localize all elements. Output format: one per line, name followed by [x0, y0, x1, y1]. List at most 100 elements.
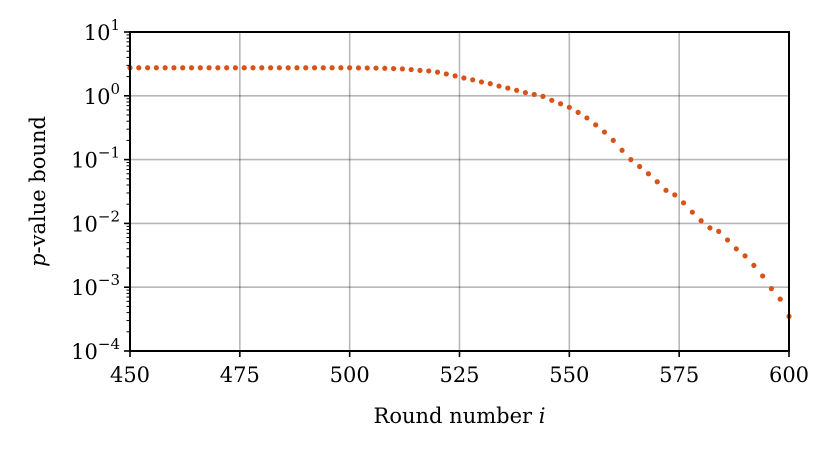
data-point — [557, 101, 564, 107]
data-point — [136, 65, 142, 71]
y-tick-label: 100 — [84, 80, 120, 109]
data-point — [654, 179, 660, 185]
data-point — [584, 115, 590, 121]
y-tick-base: 10 — [84, 85, 111, 109]
data-point — [698, 218, 704, 224]
data-point — [452, 73, 458, 79]
points — [127, 65, 792, 319]
data-point — [768, 286, 775, 292]
data-point — [733, 246, 739, 252]
data-point — [593, 122, 599, 128]
y-tick-base: 10 — [84, 21, 111, 45]
data-point — [724, 237, 731, 243]
y-tick-base: 10 — [71, 149, 98, 173]
y-tick-label: 10−1 — [71, 144, 120, 173]
data-point — [197, 65, 203, 71]
data-point — [338, 65, 344, 71]
data-point — [478, 79, 485, 85]
data-point — [645, 171, 652, 177]
y-tick-exponent: −1 — [98, 144, 120, 162]
y-tick-exponent: −2 — [98, 207, 120, 225]
data-point — [373, 65, 379, 71]
data-point — [549, 97, 555, 103]
ticks — [124, 31, 790, 357]
x-tick-label: 500 — [330, 363, 370, 387]
data-point — [329, 65, 335, 71]
data-point — [382, 65, 388, 71]
data-point — [575, 109, 581, 115]
data-point — [619, 147, 625, 153]
y-tick-label: 101 — [84, 16, 120, 45]
grid — [129, 31, 790, 352]
data-point — [689, 209, 695, 215]
data-point — [628, 157, 634, 163]
data-point — [742, 253, 748, 259]
data-point — [461, 75, 467, 81]
data-point — [364, 65, 370, 71]
data-point — [259, 65, 265, 71]
data-point — [267, 65, 274, 71]
data-point — [215, 65, 221, 71]
data-point — [224, 65, 230, 71]
y-tick-label: 10−2 — [71, 207, 120, 236]
data-point — [672, 192, 678, 198]
data-point — [206, 65, 212, 71]
y-tick-base: 10 — [71, 340, 98, 364]
data-point — [707, 225, 713, 231]
data-point — [285, 65, 291, 71]
y-tick-label: 10−4 — [71, 335, 120, 364]
data-point — [311, 65, 318, 71]
x-tick-label: 550 — [549, 363, 589, 387]
data-point — [443, 71, 449, 77]
data-point — [610, 137, 616, 143]
x-tick-labels: 450 475 500 525 550 575 600 — [110, 363, 809, 387]
data-point — [250, 65, 256, 71]
data-point — [434, 69, 441, 75]
y-tick-exponent: −4 — [98, 335, 120, 353]
data-point — [637, 163, 643, 170]
x-tick-label: 475 — [220, 363, 260, 387]
x-tick-label: 525 — [439, 363, 479, 387]
data-point — [303, 65, 309, 71]
data-point — [514, 87, 520, 93]
y-tick-exponent: 0 — [110, 80, 120, 98]
data-point — [391, 65, 397, 72]
data-point — [232, 65, 239, 71]
data-point — [320, 65, 326, 71]
data-point — [408, 66, 414, 73]
x-axis-label: Round number i — [374, 404, 546, 428]
data-point — [399, 66, 405, 72]
data-point — [751, 262, 757, 268]
x-tick-label: 600 — [769, 363, 809, 387]
data-point — [355, 65, 362, 71]
data-point — [777, 296, 783, 302]
data-point — [663, 187, 669, 193]
data-point — [162, 65, 168, 71]
data-point — [171, 65, 177, 71]
y-tick-exponent: −3 — [98, 271, 120, 289]
data-point — [540, 93, 546, 99]
data-point — [426, 68, 432, 74]
data-point — [347, 65, 353, 71]
data-point — [601, 129, 608, 135]
data-point — [153, 65, 159, 71]
data-point — [241, 65, 247, 71]
data-point — [531, 91, 537, 98]
x-tick-label: 450 — [110, 363, 150, 387]
data-point — [496, 83, 502, 89]
data-point — [188, 65, 195, 71]
data-point — [180, 65, 186, 71]
data-point — [505, 85, 511, 91]
data-point — [417, 67, 423, 74]
data-point — [487, 81, 493, 87]
data-point — [522, 90, 529, 96]
y-tick-label: 10−3 — [71, 271, 120, 300]
y-tick-base: 10 — [71, 276, 98, 300]
data-point — [716, 228, 722, 234]
data-point — [566, 104, 572, 110]
data-point — [276, 65, 282, 71]
x-tick-label: 575 — [659, 363, 699, 387]
y-tick-exponent: 1 — [110, 16, 120, 34]
